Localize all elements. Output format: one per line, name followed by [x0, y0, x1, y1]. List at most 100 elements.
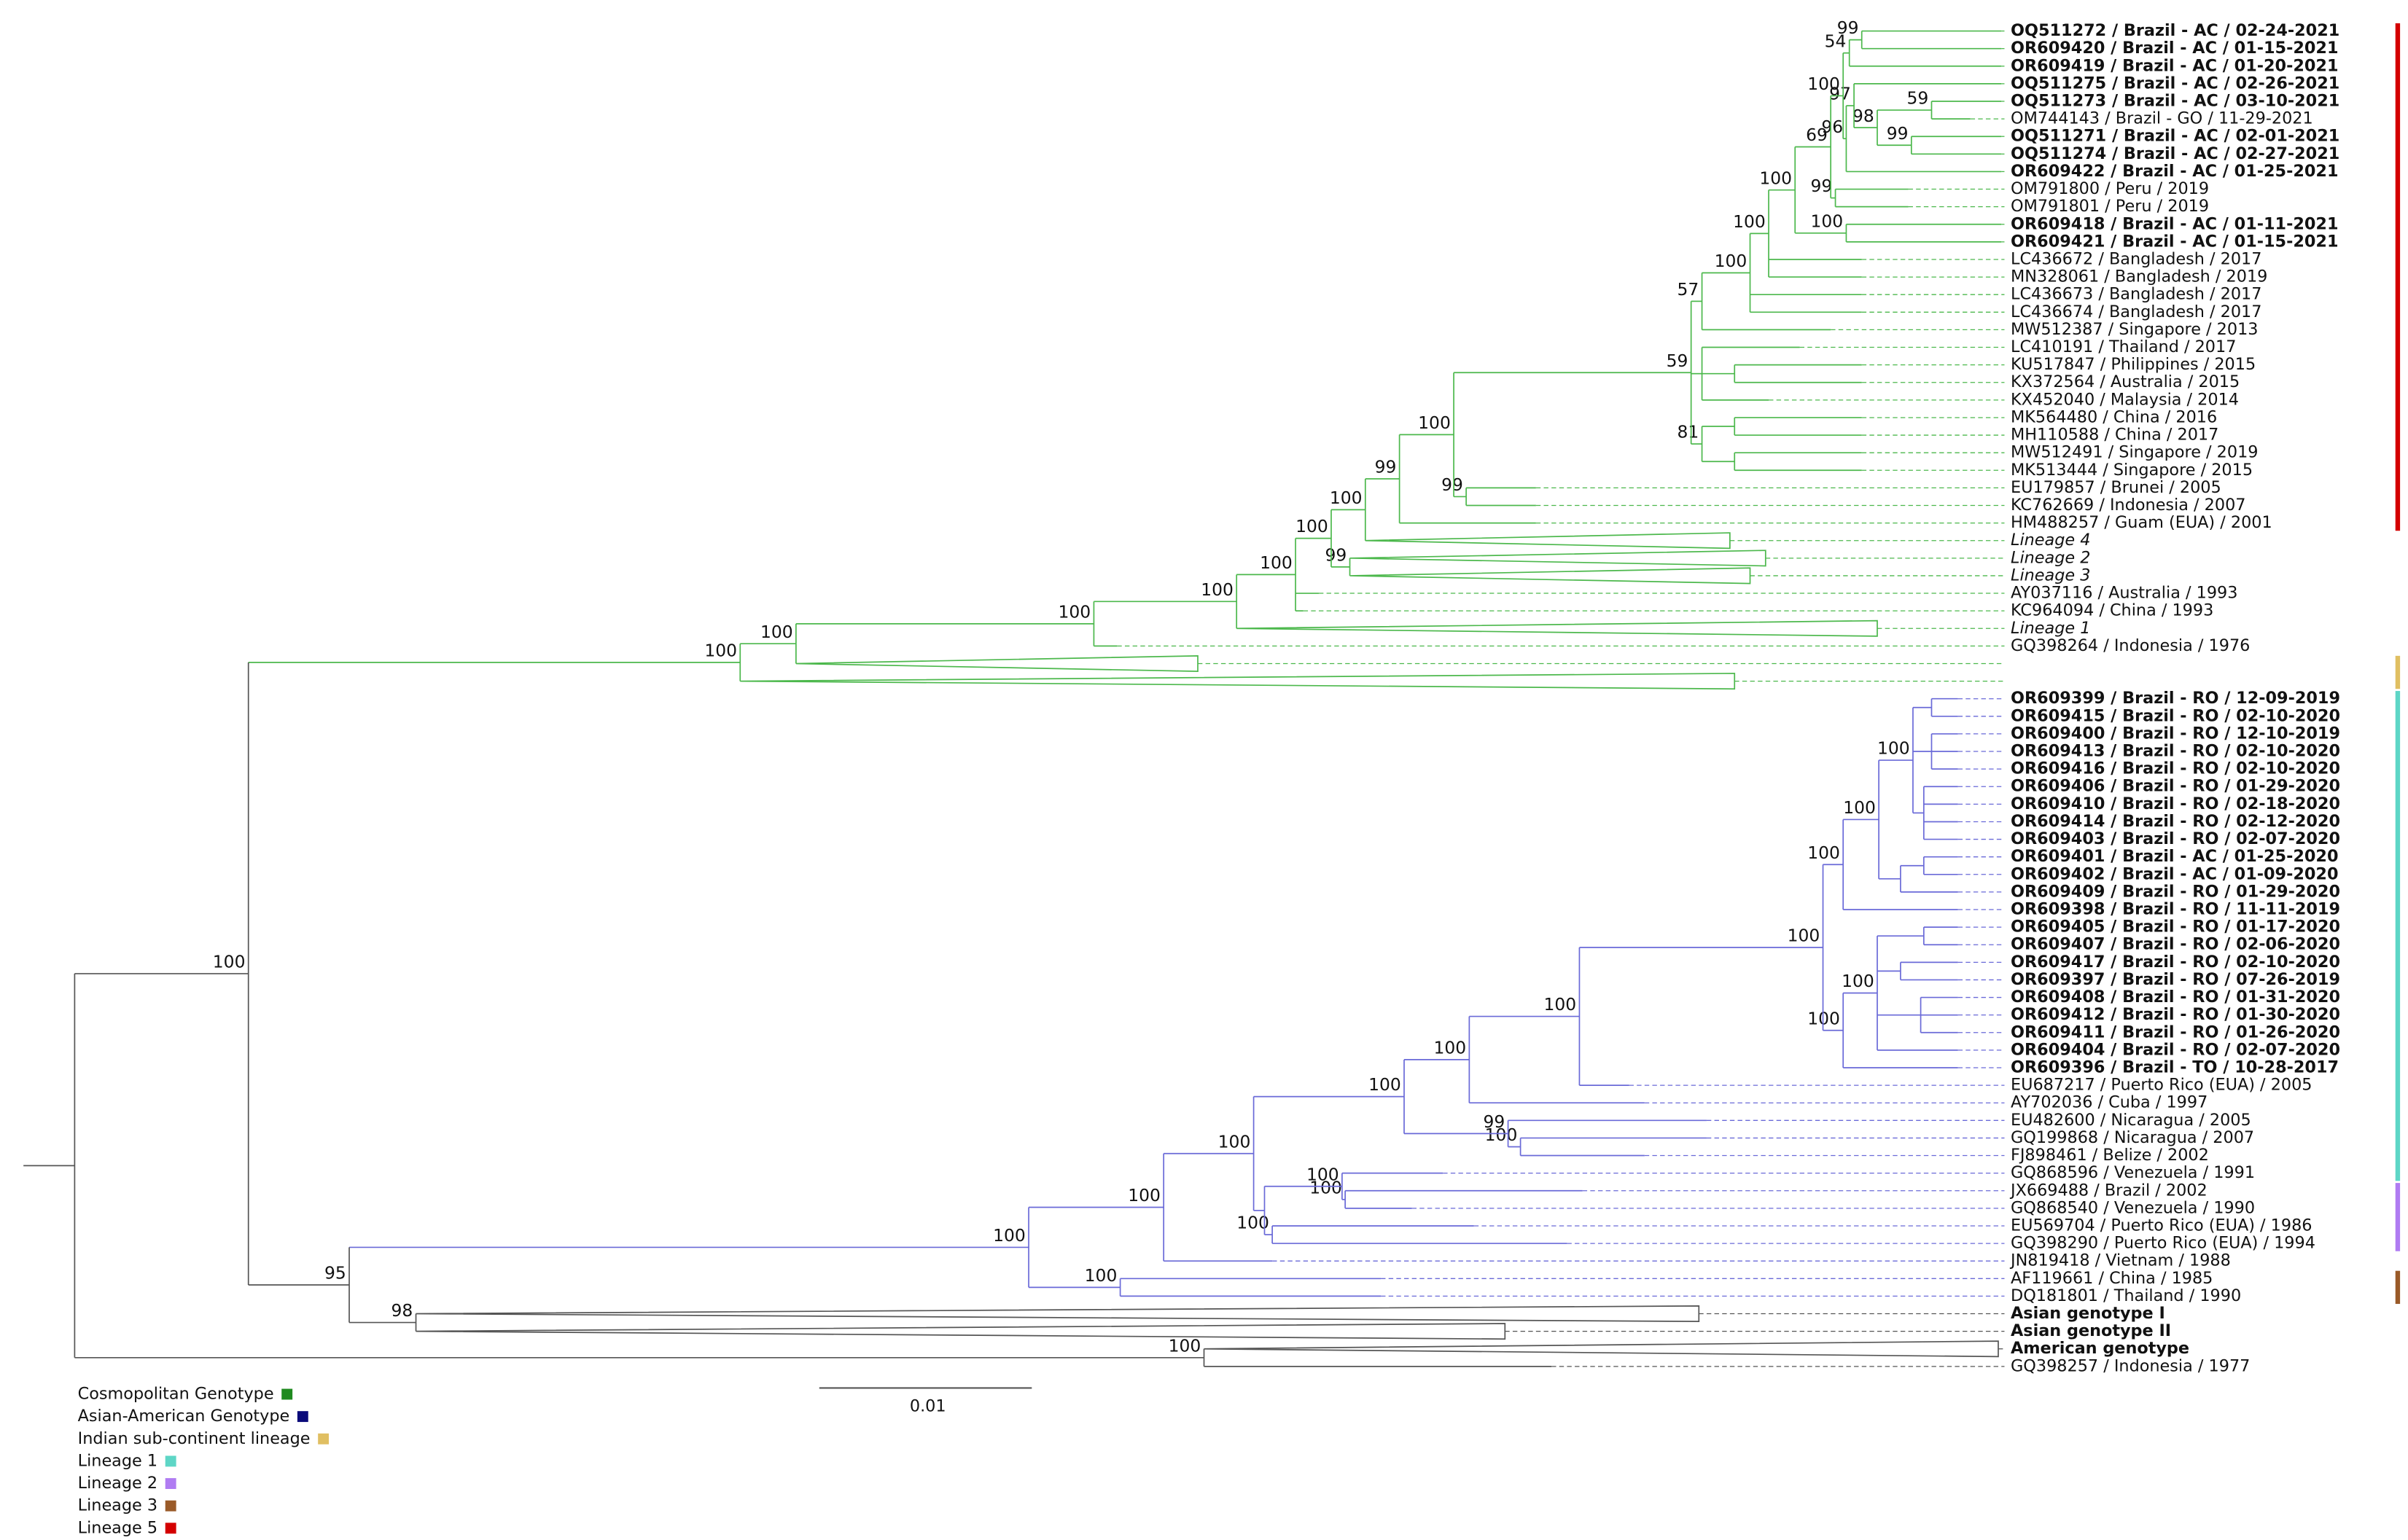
tip-label: Lineage 4 [2011, 531, 2090, 550]
tip-label: AY702036 / Cuba / 1997 [2011, 1093, 2208, 1112]
tip-label: OR609408 / Brazil - RO / 01-31-2020 [2011, 988, 2340, 1007]
support-value: 100 [1715, 251, 1747, 271]
support-value: 99 [1325, 544, 1347, 565]
support-value: 100 [1418, 413, 1451, 433]
tip-label: KX452040 / Malaysia / 2014 [2011, 390, 2239, 409]
tip-label: MH110588 / China / 2017 [2011, 426, 2218, 445]
clade-bar [2395, 655, 2401, 689]
tip-label: OR609401 / Brazil - AC / 01-25-2020 [2011, 847, 2339, 866]
legend-swatch [165, 1523, 176, 1534]
tip-label: OR609396 / Brazil - TO / 10-28-2017 [2011, 1058, 2339, 1076]
support-value: 100 [760, 622, 793, 642]
support-value: 54 [1825, 31, 1847, 51]
support-value: 100 [1843, 797, 1876, 818]
tip-label: OM791800 / Peru / 2019 [2011, 179, 2209, 198]
legend-swatch [281, 1388, 293, 1400]
tip-label: MW512387 / Singapore / 2013 [2011, 320, 2258, 339]
tip-label: OQ511271 / Brazil - AC / 02-01-2021 [2011, 127, 2339, 146]
tip-label: LC436674 / Bangladesh / 2017 [2011, 302, 2261, 321]
tip-label: Lineage 2 [2011, 548, 2090, 567]
support-value: 99 [1441, 474, 1463, 495]
support-value: 100 [993, 1225, 1026, 1246]
support-value: 98 [1852, 106, 1874, 126]
tip-label: FJ898461 / Belize / 2002 [2011, 1146, 2209, 1165]
support-value: 100 [1169, 1335, 1201, 1356]
tip-label: GQ868596 / Venezuela / 1991 [2011, 1163, 2255, 1182]
tip-label: Asian genotype I [2011, 1304, 2165, 1323]
tip-label: EU569704 / Puerto Rico (EUA) / 1986 [2011, 1216, 2312, 1235]
support-value: 99 [1811, 176, 1833, 196]
tip-label: Asian genotype II [2011, 1321, 2171, 1340]
support-value: 100 [1085, 1265, 1118, 1286]
legend-swatch [165, 1500, 176, 1512]
support-value: 100 [1201, 579, 1234, 600]
tip-label: OR609403 / Brazil - RO / 02-07-2020 [2011, 829, 2340, 848]
support-value: 100 [1877, 738, 1910, 759]
tip-label: OQ511273 / Brazil - AC / 03-10-2021 [2011, 91, 2339, 110]
tip-label: OM791801 / Peru / 2019 [2011, 197, 2209, 216]
support-value: 100 [1330, 488, 1363, 508]
legend-label: Lineage 2 [78, 1474, 157, 1493]
tip-label: OR609405 / Brazil - RO / 01-17-2020 [2011, 918, 2340, 937]
legend-label: Lineage 5 [78, 1518, 157, 1537]
tip-label: OR609417 / Brazil - RO / 02-10-2020 [2011, 953, 2340, 972]
tip-label: OR609422 / Brazil - AC / 01-25-2021 [2011, 162, 2339, 181]
support-value: 100 [1807, 1008, 1840, 1028]
support-value: 100 [1759, 168, 1792, 188]
support-value: 100 [1433, 1037, 1466, 1058]
scale-bar-label: 0.01 [910, 1397, 946, 1416]
tip-label: KC762669 / Indonesia / 2007 [2011, 496, 2245, 515]
tip-label: OM744143 / Brazil - GO / 11-29-2021 [2011, 109, 2313, 128]
tip-label: American genotype [2011, 1339, 2189, 1358]
support-value: 100 [1733, 211, 1766, 232]
support-value: 97 [1829, 84, 1851, 104]
tip-label: AY037116 / Australia / 1993 [2011, 584, 2237, 603]
support-value: 95 [324, 1263, 346, 1283]
support-value: 100 [1236, 1213, 1269, 1233]
support-value: 100 [1128, 1185, 1161, 1205]
tip-label: OQ511272 / Brazil - AC / 02-24-2021 [2011, 21, 2339, 40]
tip-label: Lineage 1 [2011, 619, 2090, 638]
tip-label: JN819418 / Vietnam / 1988 [2009, 1251, 2231, 1270]
support-value: 100 [1218, 1131, 1251, 1152]
tip-label: OR609404 / Brazil - RO / 02-07-2020 [2011, 1040, 2340, 1059]
tip-label: GQ398290 / Puerto Rico (EUA) / 1994 [2011, 1234, 2315, 1253]
support-value: 99 [1484, 1111, 1505, 1132]
support-value: 59 [1667, 351, 1688, 371]
tip-label: OR609409 / Brazil - RO / 01-29-2020 [2011, 882, 2340, 901]
tip-label: OR609397 / Brazil - RO / 07-26-2019 [2011, 970, 2340, 989]
tip-label: GQ199868 / Nicaragua / 2007 [2011, 1128, 2254, 1147]
tip-label: OR609400 / Brazil - RO / 12-10-2019 [2011, 724, 2340, 743]
support-value: 100 [1544, 994, 1577, 1015]
legend-label: Lineage 3 [78, 1496, 157, 1515]
tip-label: MK513444 / Singapore / 2015 [2011, 461, 2253, 480]
tip-label: KU517847 / Philippines / 2015 [2011, 355, 2256, 374]
tip-label: LC436672 / Bangladesh / 2017 [2011, 249, 2261, 268]
tip-label: OR609414 / Brazil - RO / 02-12-2020 [2011, 812, 2340, 831]
tip-label: OR609420 / Brazil - AC / 01-15-2021 [2011, 39, 2339, 58]
support-value: 100 [1485, 1125, 1518, 1145]
legend-label: Cosmopolitan Genotype [78, 1384, 274, 1403]
tip-label: OR609416 / Brazil - RO / 02-10-2020 [2011, 759, 2340, 778]
legend-swatch [165, 1478, 176, 1489]
support-value: 100 [1788, 926, 1820, 946]
tip-label: OR609407 / Brazil - RO / 02-06-2020 [2011, 935, 2340, 954]
support-value: 99 [1375, 457, 1397, 477]
tip-label: OR609410 / Brazil - RO / 02-18-2020 [2011, 794, 2340, 813]
tip-label: EU482600 / Nicaragua / 2005 [2011, 1111, 2251, 1130]
support-value: 100 [1295, 516, 1328, 536]
tip-label: OR609411 / Brazil - RO / 01-26-2020 [2011, 1023, 2340, 1041]
tip-label: OQ511274 / Brazil - AC / 02-27-2021 [2011, 144, 2339, 163]
support-value: 100 [1368, 1074, 1401, 1095]
support-value: 99 [1887, 123, 1909, 144]
support-value: 100 [704, 640, 737, 660]
support-value: 59 [1906, 88, 1928, 109]
tip-label: MW512491 / Singapore / 2019 [2011, 443, 2258, 462]
tip-label: MK564480 / China / 2016 [2011, 407, 2217, 426]
tip-label: OR609415 / Brazil - RO / 02-10-2020 [2011, 706, 2340, 725]
tip-label: KX372564 / Australia / 2015 [2011, 372, 2240, 391]
tip-label: EU179857 / Brunei / 2005 [2011, 478, 2221, 497]
tip-label: Lineage 3 [2011, 566, 2090, 585]
support-value: 98 [391, 1300, 413, 1321]
tip-label: EU687217 / Puerto Rico (EUA) / 2005 [2011, 1076, 2312, 1095]
